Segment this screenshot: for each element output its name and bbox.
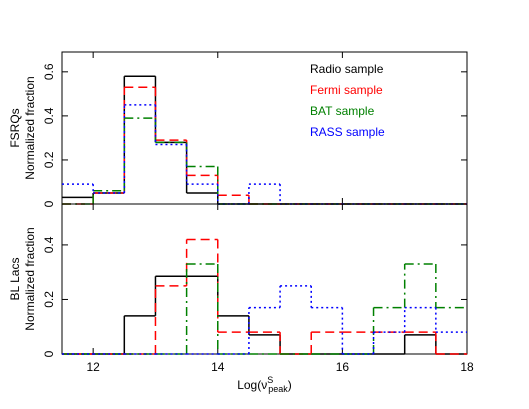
y-axis-label: Normalized fraction [23,227,37,330]
y-axis-label: Normalized fraction [23,76,37,179]
x-label-sup: S [267,375,273,385]
x-label-sub: peak [268,384,288,394]
plot-frame [61,51,468,205]
y-tick-label: 0.4 [42,236,56,253]
x-axis-label: Log(νS peak) [237,375,292,394]
y-tick-label: 0 [42,350,56,357]
legend-entry: BAT sample [310,104,375,118]
x-tick-label: 16 [336,360,350,374]
legend-entry: RASS sample [310,125,385,139]
y-tick-label: 0.6 [42,63,56,80]
x-tick-label: 12 [86,360,100,374]
x-tick-label: 14 [211,360,225,374]
y-axis-label: BL Lacs [8,258,22,301]
legend-entry: Radio sample [310,62,384,76]
y-tick-label: 0.4 [42,107,56,124]
y-axis-label: FSRQs [8,108,22,147]
plot-frame [61,203,468,355]
y-tick-label: 0 [42,200,56,207]
x-label-part: Log(ν [237,378,267,392]
x-label-part: ) [288,378,292,392]
x-tick-label: 18 [460,360,474,374]
y-tick-label: 0.2 [42,291,56,308]
legend-entry: Fermi sample [310,83,383,97]
y-tick-label: 0.2 [42,151,56,168]
